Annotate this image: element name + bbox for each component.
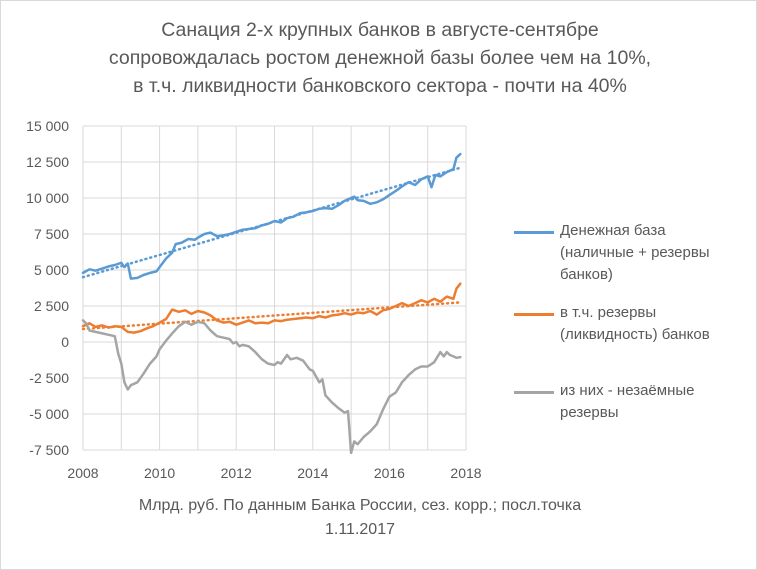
footnote-line: Млрд. руб. По данным Банка России, сез. … [138,497,582,514]
x-tick-label: 2018 [450,465,481,481]
legend-swatch-monetary-base [514,231,554,234]
x-tick-label: 2014 [297,465,328,481]
series-line-bank-reserves [81,282,462,334]
legend-swatch-bank-reserves [514,313,554,316]
y-tick-label: -7 500 [29,442,69,458]
x-tick-label: 2012 [221,465,252,481]
y-tick-label: -2 500 [29,370,69,386]
chart-title-line: Санация 2-х крупных банков в августе-сен… [161,19,599,41]
legend-label-line: банков) [560,266,613,283]
x-axis-tick-labels: 2008 2010 2012 2014 2016 2018 [67,465,481,481]
trendline-bank-reserves [81,301,462,331]
series-lines [81,152,462,455]
y-tick-label: -5 000 [29,406,69,422]
trendline-monetary-base [81,166,462,279]
y-tick-label: 5 000 [34,262,69,278]
legend-label-bank-reserves: в т.ч. резервы (ликвидность) банков [560,302,750,346]
legend-label-line: (наличные + резервы [560,244,710,261]
footnote-line: 1.11.2017 [325,521,395,538]
series-line-nonborrowed-reserves [81,319,462,455]
y-tick-label: 15 000 [26,118,69,134]
chart-title: Санация 2-х крупных банков в августе-сен… [40,16,720,100]
y-tick-label: 10 000 [26,190,69,206]
x-tick-label: 2008 [67,465,98,481]
y-tick-label: 12 500 [26,154,69,170]
legend-label-line: из них - незаёмные [560,382,695,399]
legend-label-nonborrowed-reserves: из них - незаёмные резервы [560,380,750,424]
y-tick-label: 7 500 [34,226,69,242]
legend-label-monetary-base: Денежная база (наличные + резервы банков… [560,220,750,286]
legend-swatch-nonborrowed-reserves [514,391,554,394]
y-axis-tick-labels: 15 000 12 500 10 000 7 500 5 000 2 500 0 -2 500… [26,118,69,458]
chart-title-line: в т.ч. ликвидности банковского сектора -… [133,75,627,97]
gridlines [82,125,467,451]
legend-label-line: Денежная база [560,222,666,239]
x-tick-label: 2010 [144,465,175,481]
chart-title-line: сопровождалась ростом денежной базы боле… [108,47,652,69]
y-tick-label: 2 500 [34,298,69,314]
legend-label-line: резервы [560,404,619,421]
y-tick-label: 0 [61,334,69,350]
x-tick-label: 2016 [374,465,405,481]
chart-footnote: Млрд. руб. По данным Банка России, сез. … [60,494,660,542]
legend-label-line: (ликвидность) банков [560,326,710,343]
legend-label-line: в т.ч. резервы [560,304,657,321]
